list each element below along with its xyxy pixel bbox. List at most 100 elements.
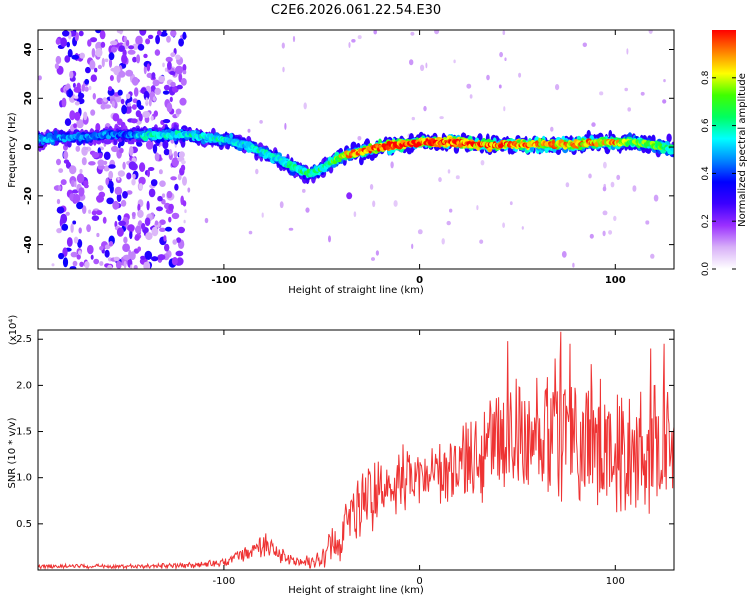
noise-point xyxy=(182,176,187,186)
noise-point xyxy=(582,42,587,48)
noise-point xyxy=(94,67,98,73)
noise-point xyxy=(78,30,84,37)
spectrogram-panel: -100 0 100 -40 -20 0 20 40 Height of straight l… xyxy=(7,29,675,296)
noise-point xyxy=(60,37,67,47)
noise-point xyxy=(610,181,615,188)
noise-point xyxy=(152,144,158,154)
noise-point xyxy=(115,260,122,269)
noise-point xyxy=(166,102,173,113)
noise-point xyxy=(131,76,139,86)
noise-point xyxy=(122,161,126,170)
noise-point xyxy=(74,101,80,106)
noise-point xyxy=(127,49,136,55)
noise-point xyxy=(255,168,259,175)
noise-point xyxy=(499,51,503,58)
noise-point xyxy=(626,48,629,55)
ridge-point xyxy=(95,123,101,132)
noise-point xyxy=(116,193,122,202)
noise-point xyxy=(140,255,146,260)
noise-point xyxy=(88,209,92,214)
noise-point xyxy=(162,119,171,124)
colorbar-ticks: 0.0 0.2 0.4 0.6 0.8 xyxy=(701,70,736,276)
noise-point xyxy=(150,179,158,187)
noise-point xyxy=(105,177,109,186)
ridge-point xyxy=(67,140,72,148)
noise-point xyxy=(146,200,150,211)
noise-point xyxy=(180,78,187,86)
y-tick-label: 40 xyxy=(23,43,34,57)
noise-point xyxy=(162,62,165,68)
noise-point xyxy=(81,84,86,92)
noise-point xyxy=(627,107,631,112)
noise-point xyxy=(129,251,136,261)
noise-point xyxy=(102,216,107,224)
noise-point xyxy=(58,252,65,260)
noise-point xyxy=(111,100,116,108)
noise-point xyxy=(650,253,655,259)
noise-point xyxy=(113,256,120,262)
snr-panel: -100 0 100 0.5 1.0 1.5 2.0 2.5 Height of straig… xyxy=(7,315,675,596)
noise-point xyxy=(108,170,114,180)
noise-point xyxy=(175,54,181,60)
noise-point xyxy=(119,30,123,35)
ridge-point xyxy=(142,136,148,141)
noise-point xyxy=(103,151,111,160)
noise-point xyxy=(125,39,130,47)
noise-point xyxy=(130,118,138,124)
noise-point xyxy=(114,186,123,196)
noise-point xyxy=(103,165,110,172)
noise-point xyxy=(357,35,362,40)
noise-point xyxy=(177,173,182,181)
noise-point xyxy=(62,257,69,268)
noise-point xyxy=(126,172,132,180)
noise-point xyxy=(58,168,64,174)
noise-point xyxy=(137,43,145,51)
noise-point xyxy=(84,78,90,85)
noise-point xyxy=(624,87,628,92)
noise-point xyxy=(261,212,264,218)
y-tick-label: 2.0 xyxy=(16,380,32,391)
noise-point xyxy=(179,97,187,106)
noise-point xyxy=(73,181,77,188)
noise-point xyxy=(182,70,187,75)
noise-point xyxy=(97,185,104,191)
noise-point xyxy=(132,56,137,63)
noise-point xyxy=(288,227,294,231)
noise-point xyxy=(168,216,172,223)
noise-point xyxy=(118,220,126,226)
noise-point xyxy=(172,239,177,245)
noise-point xyxy=(64,55,71,63)
noise-point xyxy=(121,54,128,64)
noise-point xyxy=(518,72,522,78)
noise-point xyxy=(653,194,659,202)
noise-point xyxy=(139,162,146,173)
x-tick-label: 100 xyxy=(605,275,626,286)
snr-yscale-label: (x10⁴) xyxy=(8,315,19,346)
noise-point xyxy=(439,116,444,120)
noise-point xyxy=(91,210,97,216)
noise-point xyxy=(92,93,97,100)
noise-point xyxy=(111,46,117,53)
noise-point xyxy=(502,30,506,35)
noise-point xyxy=(247,128,251,133)
noise-point xyxy=(102,97,107,102)
noise-point xyxy=(76,254,81,260)
noise-point xyxy=(420,64,425,72)
noise-point xyxy=(521,226,524,230)
noise-point xyxy=(476,205,479,211)
noise-point xyxy=(70,223,74,233)
noise-point xyxy=(373,30,377,35)
noise-point xyxy=(141,223,146,230)
noise-point xyxy=(616,174,621,180)
noise-point xyxy=(66,41,70,48)
noise-point xyxy=(390,161,394,169)
noise-point xyxy=(369,184,374,190)
noise-point xyxy=(106,197,114,205)
noise-point xyxy=(78,250,82,256)
noise-point xyxy=(147,169,150,178)
noise-point xyxy=(61,223,69,231)
noise-point xyxy=(83,180,89,187)
noise-point xyxy=(162,30,167,35)
noise-point xyxy=(555,84,560,91)
